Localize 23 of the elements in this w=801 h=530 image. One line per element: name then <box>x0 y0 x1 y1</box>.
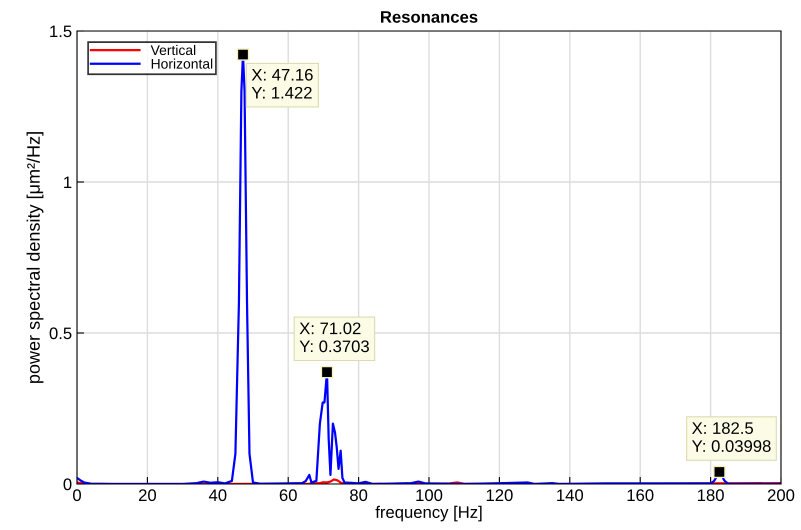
x-tick-label: 40 <box>208 489 226 502</box>
x-tick-label: 60 <box>280 489 297 502</box>
x-axis-title: frequency [Hz] <box>376 506 482 522</box>
annotation: X: 47.16 Y: 1.422 <box>252 68 313 98</box>
chart-title: Resonances <box>381 11 478 23</box>
legend-label: Horizontal <box>152 58 212 69</box>
x-tick-label: 80 <box>350 489 368 502</box>
y-tick-label: 0.5 <box>50 327 72 340</box>
annotation: X: 71.02 Y: 0.3703 <box>300 322 369 352</box>
x-tick-label: 20 <box>138 489 156 502</box>
y-tick-label: 1.5 <box>50 26 72 38</box>
y-tick-label: 1 <box>64 176 72 188</box>
x-tick-label: 200 <box>768 489 794 502</box>
annotation: X: 182.5 Y: 0.03998 <box>692 422 771 452</box>
y-tick-label: 0 <box>64 478 72 490</box>
x-tick-label: 120 <box>486 489 513 502</box>
legend-label: Vertical <box>150 44 196 56</box>
y-axis-title: power spectral density [μm²/Hz] <box>26 132 44 383</box>
x-tick-label: 0 <box>73 489 81 502</box>
x-tick-label: 180 <box>698 489 724 502</box>
x-tick-label: 160 <box>628 489 654 502</box>
x-tick-label: 100 <box>416 489 442 502</box>
x-tick-label: 140 <box>557 489 584 502</box>
